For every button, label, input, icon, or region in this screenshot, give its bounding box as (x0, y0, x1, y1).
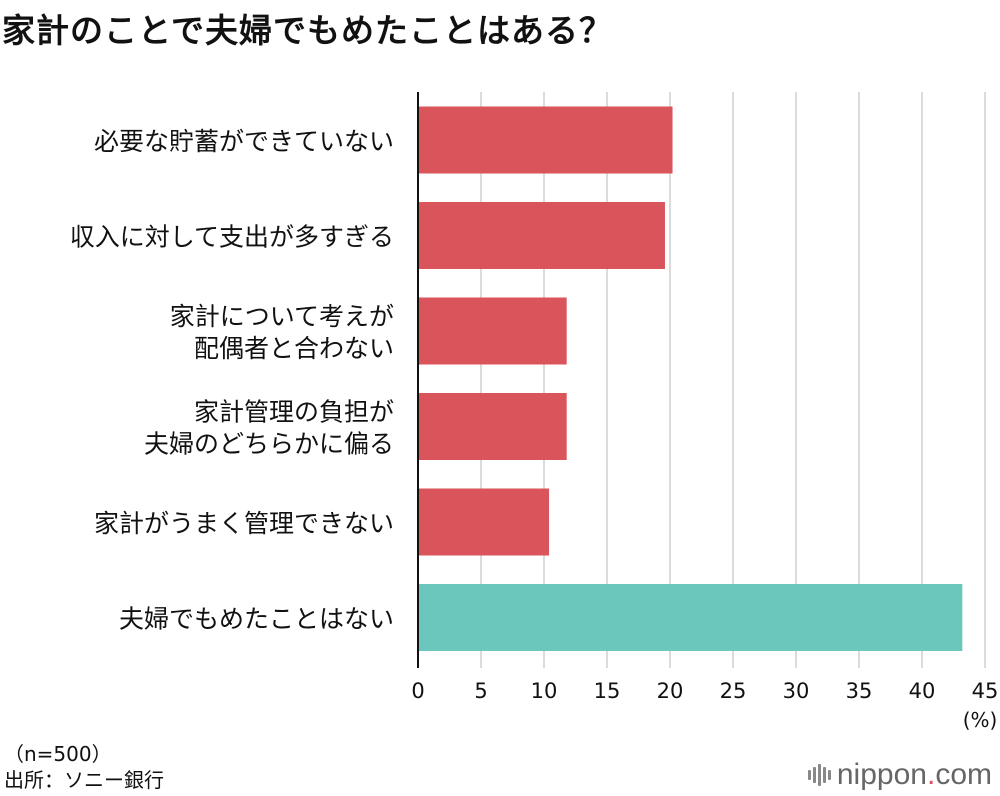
logo-domain: com (935, 758, 992, 791)
category-label: 収入に対して支出が多すぎる (70, 223, 394, 252)
x-tick-label: 5 (474, 679, 487, 703)
x-unit-label: (%) (963, 708, 998, 732)
logo-name: nippon (836, 758, 927, 791)
x-tick-label: 10 (531, 679, 558, 703)
bar (418, 297, 567, 365)
category-label: 配偶者と合わない (194, 334, 394, 363)
x-tick-label: 40 (909, 679, 936, 703)
x-tick-label: 15 (594, 679, 621, 703)
category-label: 夫婦でもめたことはない (119, 605, 394, 634)
x-tick-label: 20 (657, 679, 684, 703)
bar (418, 106, 673, 174)
category-label: 家計がうまく管理できない (94, 509, 394, 538)
x-tick-label: 35 (846, 679, 873, 703)
logo-dot: . (926, 758, 936, 791)
bar (418, 584, 963, 651)
nippon-com-logo: nippon. com (807, 758, 992, 792)
bar (418, 202, 665, 269)
x-tick-label: 25 (720, 679, 747, 703)
category-label: 夫婦のどちらかに偏る (144, 430, 394, 459)
category-label: 家計について考えが (170, 302, 394, 331)
x-tick-label: 30 (783, 679, 810, 703)
chart-title: 家計のことで夫婦でもめたことはある？ (2, 11, 614, 50)
bar (418, 488, 550, 556)
category-label: 必要な貯蓄ができていない (94, 127, 394, 156)
x-tick-label: 45 (972, 679, 999, 703)
bar (418, 393, 567, 460)
sample-size-note: （n=500） (4, 742, 112, 766)
logo-bars-icon (807, 764, 833, 786)
x-tick-label: 0 (411, 679, 424, 703)
source-note: 出所：ソニー銀行 (4, 768, 164, 792)
category-label: 家計管理の負担が (194, 398, 394, 427)
